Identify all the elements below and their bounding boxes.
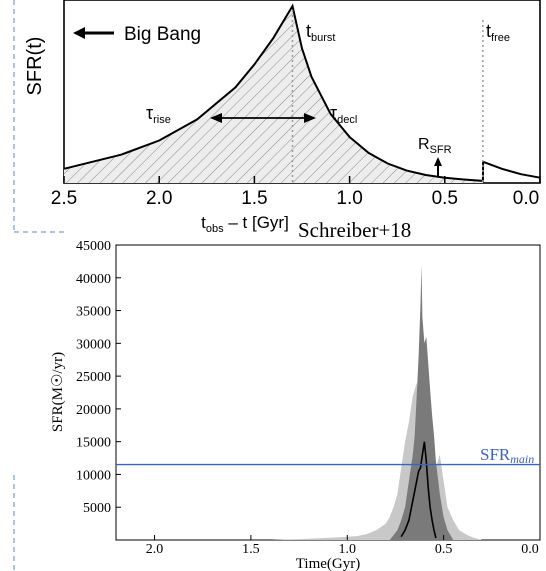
bottom-x-tick-label: 2.0: [146, 542, 164, 557]
top-x-tick-label: 0.5: [432, 188, 458, 209]
bottom-y-tick-label: 30000: [76, 337, 111, 352]
tau-decl-main: τ: [330, 103, 337, 123]
tau-arrow-left-head: [210, 113, 222, 123]
r-sfr-label: RSFR: [418, 136, 452, 156]
t-burst-main: t: [306, 21, 311, 41]
tau-double-arrow: [210, 113, 316, 123]
top-x-tick-label: 2.5: [51, 188, 77, 209]
t-free-label: tfree: [486, 21, 510, 44]
bottom-y-tick-label: 15000: [76, 436, 111, 451]
bottom-x-tick-label: 1.5: [242, 542, 260, 557]
top-chart: 2.5 2.0 1.5 1.0 0.5 0.0 Big Bang tburst tfree…: [24, 0, 541, 242]
top-x-tick-label: 1.0: [336, 188, 362, 209]
bottom-y-tick-label: 40000: [76, 272, 111, 287]
sfr-envelope-dark: [389, 264, 454, 540]
bottom-x-tick-label: 0.0: [521, 542, 539, 557]
r-sfr-arrow-head: [434, 157, 442, 166]
r-sfr-main: R: [418, 136, 430, 153]
hline-label-main: SFR: [480, 445, 511, 464]
bottom-y-tick-label: 10000: [76, 468, 111, 483]
top-xlabel-part: – t [Gyr]: [224, 213, 289, 232]
top-xlabel-sub: obs: [206, 223, 224, 235]
bottom-chart: 2.0 1.5 1.0 0.5 0.0 5000 10000 15000 20000 25000 3…: [50, 239, 541, 571]
top-xlabel: tobs – t [Gyr]: [201, 213, 289, 235]
bottom-y-tick-label: 20000: [76, 403, 111, 418]
tau-rise-main: τ: [146, 103, 153, 123]
top-x-tick-label: 0.0: [513, 188, 539, 209]
bottom-xlabel: Time(Gyr): [296, 556, 360, 571]
bottom-y-tick-label: 5000: [83, 501, 111, 516]
sfr-curve: [63, 3, 541, 182]
sfr-mean-line: [400, 441, 437, 539]
big-bang-arrow-head: [73, 27, 85, 39]
bottom-x-tick-label: 0.5: [435, 542, 453, 557]
bottom-x-tick-label: 1.0: [339, 542, 357, 557]
r-sfr-sub: SFR: [430, 144, 452, 156]
tau-decl-label: τdecl: [330, 103, 357, 126]
r-sfr-arrow: [434, 157, 442, 176]
sfr-hatch: [64, 6, 483, 183]
bottom-ylabel: SFR(M☉/yr): [50, 352, 66, 432]
hline-label: SFRmain: [480, 445, 534, 466]
credit-label: Schreiber+18: [298, 218, 411, 242]
t-free-main: t: [486, 21, 491, 41]
t-burst-sub: burst: [311, 32, 335, 44]
tau-arrow-right-head: [304, 113, 316, 123]
top-x-tick-label: 1.5: [241, 188, 267, 209]
bottom-plot-frame: [115, 244, 541, 541]
tau-rise-label: τrise: [146, 103, 171, 126]
big-bang-arrow: [73, 27, 114, 39]
tau-decl-sub: decl: [337, 114, 357, 126]
top-ylabel: SFR(t): [24, 37, 46, 96]
top-x-tick-label: 2.0: [146, 188, 172, 209]
t-free-sub: free: [491, 32, 510, 44]
bottom-y-tick-label: 25000: [76, 370, 111, 385]
big-bang-label: Big Bang: [124, 24, 201, 45]
bottom-y-tick-label: 45000: [76, 239, 111, 254]
t-burst-label: tburst: [306, 21, 335, 44]
top-xlabel-part: t: [201, 213, 206, 232]
hline-label-sub: main: [510, 452, 534, 466]
bottom-y-tick-label: 35000: [76, 305, 111, 320]
tau-rise-sub: rise: [153, 114, 171, 126]
